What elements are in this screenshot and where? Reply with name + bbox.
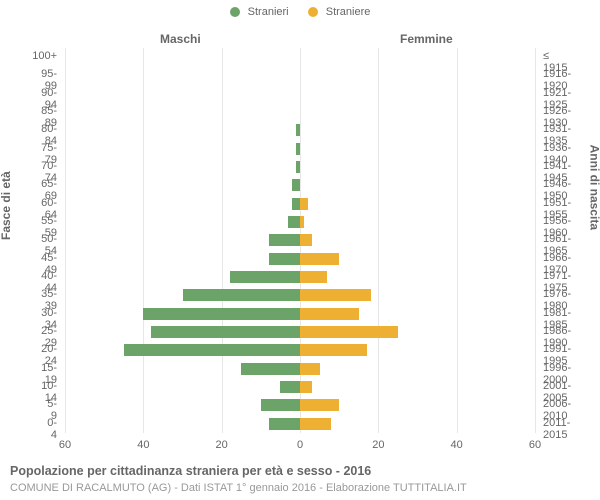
age-row: 90-941921-1925	[65, 85, 535, 103]
age-row: 40-441971-1975	[65, 268, 535, 286]
age-row: 45-491966-1970	[65, 250, 535, 268]
legend-swatch-male	[230, 7, 240, 17]
age-row: 10-142001-2005	[65, 378, 535, 396]
bar-male	[292, 179, 300, 191]
bar-female	[300, 253, 339, 265]
bar-female	[300, 289, 371, 301]
gridline	[535, 48, 536, 433]
bar-female	[300, 234, 312, 246]
bar-male	[143, 308, 300, 320]
bar-male	[241, 363, 300, 375]
bar-female	[300, 308, 359, 320]
y-axis-title-left: Fasce di età	[0, 171, 13, 240]
age-row: 70-741941-1945	[65, 158, 535, 176]
bar-female	[300, 363, 320, 375]
bar-male	[151, 326, 300, 338]
chart-title: Popolazione per cittadinanza straniera p…	[10, 464, 371, 478]
bar-male	[269, 234, 300, 246]
panel-title-female: Femmine	[400, 32, 453, 46]
chart-subtitle: COMUNE DI RACALMUTO (AG) - Dati ISTAT 1°…	[10, 482, 467, 494]
age-row: 100+≤ 1915	[65, 48, 535, 66]
age-row: 30-341981-1985	[65, 305, 535, 323]
age-row: 50-541961-1965	[65, 231, 535, 249]
plot-area: 0202040406060100+≤ 191595-991916-192090-…	[65, 48, 535, 433]
bar-male	[296, 161, 300, 173]
bar-male	[124, 344, 300, 356]
bar-male	[269, 418, 300, 430]
age-row: 25-291986-1990	[65, 323, 535, 341]
age-label: 0-4	[47, 417, 57, 441]
age-row: 65-691946-1950	[65, 176, 535, 194]
y-axis-title-right: Anni di nascita	[587, 145, 600, 230]
age-row: 60-641951-1955	[65, 195, 535, 213]
chart-root: Stranieri Straniere Maschi Femmine Fasce…	[0, 0, 600, 500]
bar-male	[261, 399, 300, 411]
bar-female	[300, 418, 331, 430]
bar-female	[300, 198, 308, 210]
bar-female	[300, 344, 367, 356]
bar-female	[300, 399, 339, 411]
bar-male	[230, 271, 301, 283]
x-tick-label: 0	[297, 439, 303, 451]
bar-male	[296, 143, 300, 155]
bar-female	[300, 326, 398, 338]
legend: Stranieri Straniere	[0, 6, 600, 18]
bar-female	[300, 381, 312, 393]
x-tick-label: 20	[216, 439, 228, 451]
bar-male	[292, 198, 300, 210]
bar-male	[280, 381, 300, 393]
x-tick-label: 60	[59, 439, 71, 451]
bar-male	[269, 253, 300, 265]
x-tick-label: 40	[137, 439, 149, 451]
age-row: 0-42011-2015	[65, 415, 535, 433]
bar-male	[183, 289, 301, 301]
legend-item-female: Straniere	[308, 6, 371, 18]
x-tick-label: 60	[529, 439, 541, 451]
age-row: 75-791936-1940	[65, 140, 535, 158]
age-row: 95-991916-1920	[65, 66, 535, 84]
legend-swatch-female	[308, 7, 318, 17]
age-row: 55-591956-1960	[65, 213, 535, 231]
legend-label-male: Stranieri	[248, 6, 289, 18]
panel-title-male: Maschi	[160, 32, 201, 46]
age-row: 15-191996-2000	[65, 360, 535, 378]
bar-male	[296, 124, 300, 136]
legend-item-male: Stranieri	[230, 6, 289, 18]
birth-year-label: 2011-2015	[543, 417, 570, 441]
age-row: 80-841931-1935	[65, 121, 535, 139]
x-tick-label: 40	[451, 439, 463, 451]
legend-label-female: Straniere	[326, 6, 371, 18]
bar-female	[300, 271, 327, 283]
bar-male	[288, 216, 300, 228]
x-tick-label: 20	[372, 439, 384, 451]
bar-female	[300, 216, 304, 228]
age-row: 85-891926-1930	[65, 103, 535, 121]
age-row: 5-92006-2010	[65, 396, 535, 414]
age-label: 100+	[32, 50, 57, 62]
age-row: 20-241991-1995	[65, 341, 535, 359]
age-row: 35-391976-1980	[65, 286, 535, 304]
